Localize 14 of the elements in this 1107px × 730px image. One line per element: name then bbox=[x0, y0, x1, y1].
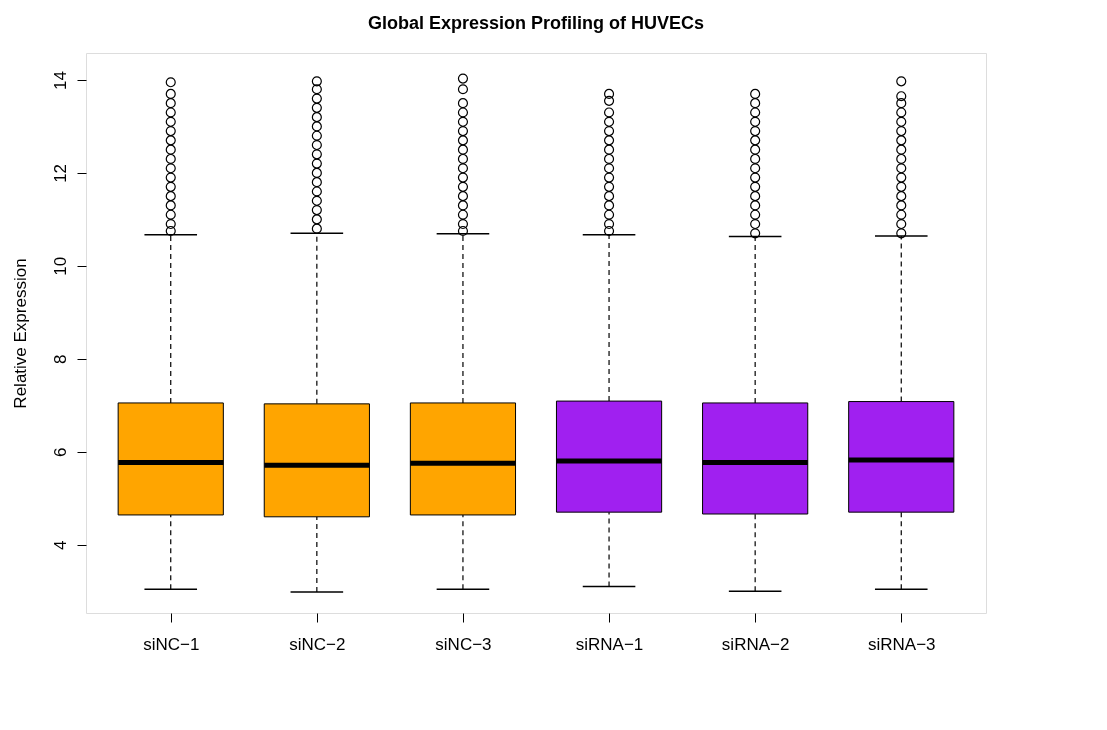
y-tick-label: 14 bbox=[50, 70, 70, 90]
x-tick-label: siRNA−1 bbox=[575, 634, 644, 654]
x-tick-label: siNC−2 bbox=[289, 634, 346, 654]
y-tick-label: 12 bbox=[50, 163, 70, 183]
chart-title: Global Expression Profiling of HUVECs bbox=[367, 13, 705, 33]
y-tick-label: 6 bbox=[50, 447, 70, 457]
x-tick-label: siRNA−2 bbox=[721, 634, 790, 654]
y-tick-label: 4 bbox=[50, 540, 70, 550]
x-tick-label: siRNA−3 bbox=[867, 634, 936, 654]
x-tick-label: siNC−3 bbox=[435, 634, 492, 654]
y-axis-title: Relative Expression bbox=[10, 258, 30, 409]
y-tick-label: 8 bbox=[50, 354, 70, 365]
x-tick-label: siNC−1 bbox=[143, 634, 200, 654]
y-tick-label: 10 bbox=[50, 256, 70, 276]
